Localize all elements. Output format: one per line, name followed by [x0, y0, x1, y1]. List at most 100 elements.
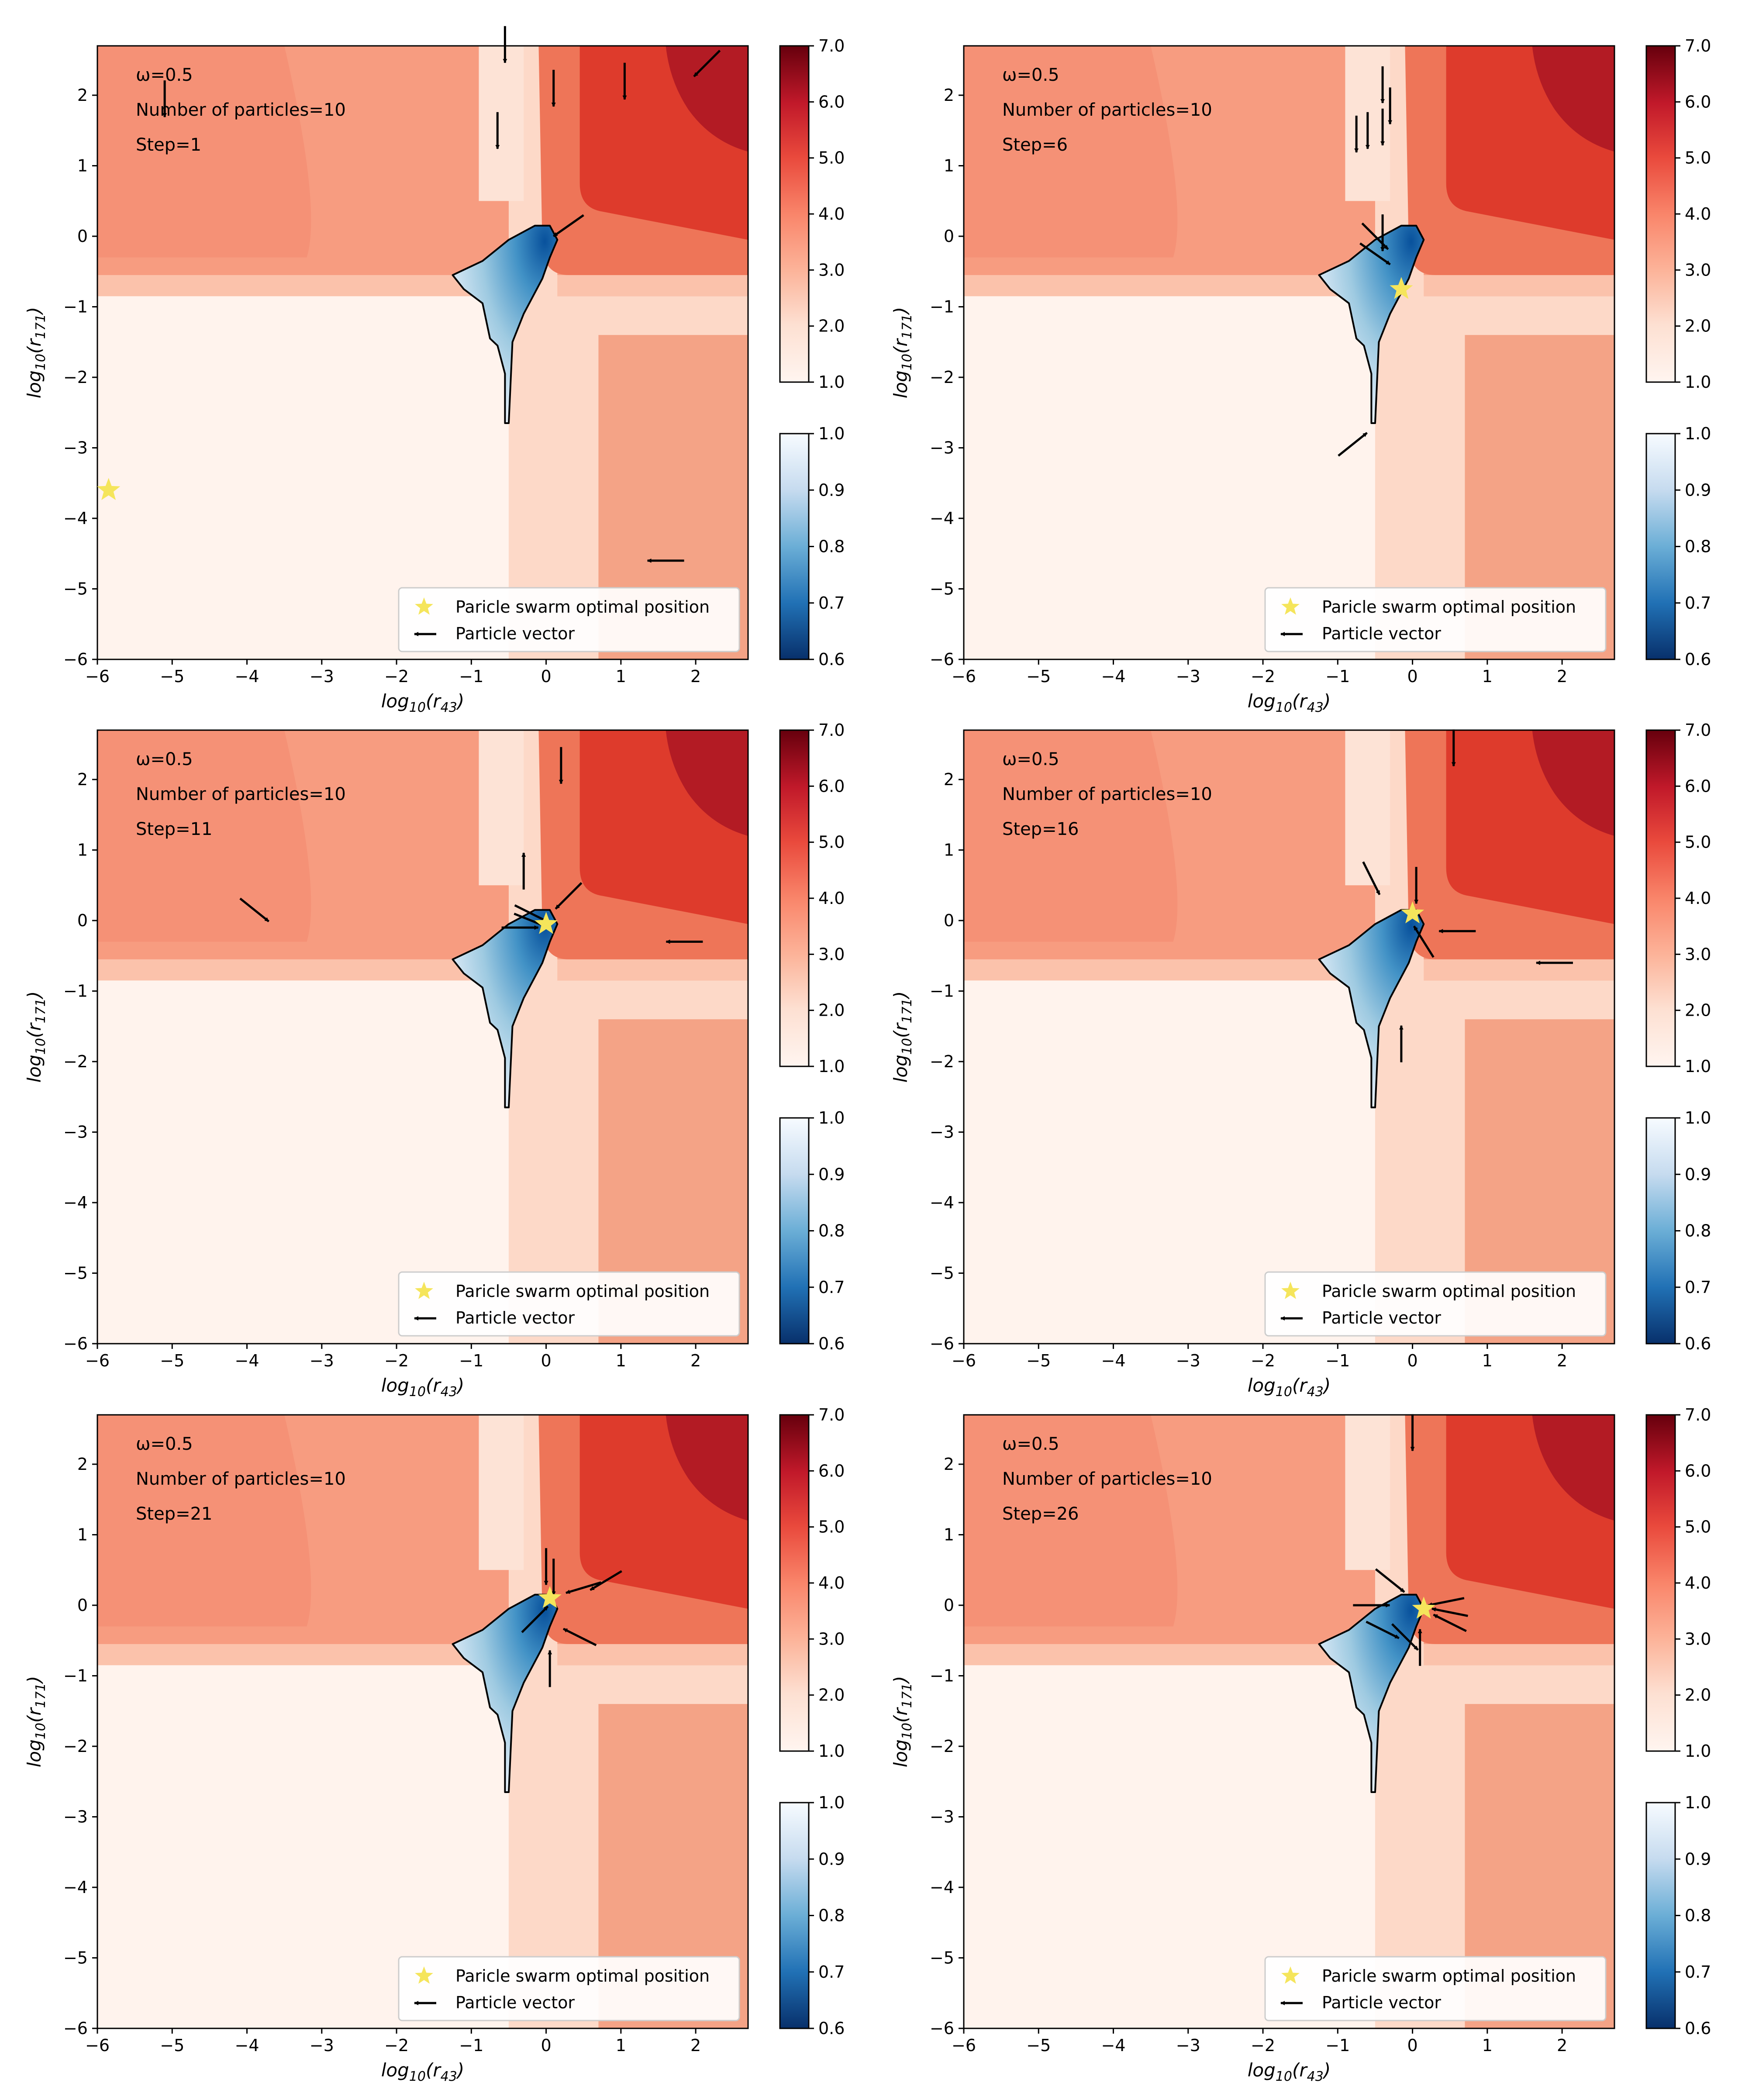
x-axis: −6 −5 −4 −3 −2 −1 0 1 2 — [952, 659, 1567, 686]
colorbar-blue: 0.6 0.7 0.8 0.9 1.0 — [779, 424, 845, 669]
y-tick-label: −6 — [930, 650, 954, 669]
chart-panel-step-26: −6 −5 −4 −3 −2 −1 0 1 2 −6 −5 −4 −3 −2 −1 0 1 2 log10(r43)… — [890, 1405, 1711, 2084]
colorbar-tick-label: 2.0 — [818, 1686, 845, 1705]
annotations: ω=0.5 Number of particles=10 Step=6 — [1002, 65, 1212, 155]
heatmap-region-lower-right — [1465, 335, 1614, 659]
heatmap-region-peak — [666, 46, 748, 152]
annotation-text: ω=0.5 — [1002, 749, 1059, 769]
heatmap-region-transition — [97, 959, 748, 981]
x-tick-label: −1 — [1325, 2036, 1350, 2055]
optimal-position-star — [1412, 1597, 1435, 1619]
y-tick-label: 0 — [944, 227, 954, 246]
particle-vector-arrow — [1428, 1597, 1465, 1607]
y-tick-label: −2 — [930, 1052, 954, 1071]
annotation-text: ω=0.5 — [136, 1434, 193, 1454]
colorbar-tick-label: 1.0 — [818, 1793, 845, 1812]
y-tick-label: 2 — [77, 86, 88, 105]
legend: Paricle swarm optimal position Particle v… — [1264, 1956, 1607, 2021]
optimal-position-star — [535, 912, 558, 934]
legend-entry-label: Particle vector — [455, 1993, 575, 2012]
colorbar-tick-label: 7.0 — [818, 1405, 845, 1424]
y-tick-label: 0 — [944, 1596, 954, 1615]
optimal-position-star — [1390, 277, 1413, 299]
colorbar-tick-label: 1.0 — [1685, 1108, 1711, 1128]
colorbar-tick-label: 1.0 — [818, 372, 845, 392]
particle-vector-arrow — [1366, 1621, 1400, 1639]
colorbar-tick-label: 0.8 — [818, 1906, 845, 1925]
heatmap-region-upper-left — [964, 46, 1178, 258]
colorbar-gradient — [779, 1802, 810, 2029]
x-tick-label: −6 — [952, 667, 976, 686]
colorbar-tick-label: 0.8 — [1685, 1906, 1711, 1925]
particle-vector-arrow — [1375, 1568, 1405, 1593]
legend-entry-label: Paricle swarm optimal position — [1322, 597, 1576, 617]
chart-panel-step-21: −6 −5 −4 −3 −2 −1 0 1 2 −6 −5 −4 −3 −2 −1 0 1 2 log10(r43)… — [24, 1405, 845, 2084]
particle-vector-arrow — [1391, 1623, 1419, 1651]
legend-entry-label: Particle vector — [1322, 1308, 1441, 1328]
colorbar-tick-label: 0.7 — [1685, 593, 1711, 613]
x-tick-label: 1 — [1482, 2036, 1493, 2055]
x-tick-label: −1 — [459, 667, 483, 686]
colorbar-tick-label: 0.8 — [1685, 1221, 1711, 1241]
annotation-text: Step=26 — [1002, 1504, 1079, 1524]
x-tick-label: −3 — [1176, 1351, 1200, 1370]
colorbar-tick-label: 7.0 — [1685, 1405, 1711, 1424]
colorbar-tick-label: 2.0 — [818, 317, 845, 336]
x-axis-label: log10(r43) — [1248, 1375, 1331, 1400]
colorbar-red: 1.0 2.0 3.0 4.0 5.0 6.0 7.0 — [779, 36, 845, 392]
x-tick-label: −4 — [1101, 1351, 1126, 1370]
particle-vector-arrow — [555, 882, 583, 910]
colorbar-tick-label: 4.0 — [818, 204, 845, 224]
optimal-position-star — [538, 1586, 562, 1608]
colorbar-tick-label: 0.9 — [818, 480, 845, 500]
y-tick-label: 0 — [77, 1596, 88, 1615]
y-axis: −6 −5 −4 −3 −2 −1 0 1 2 — [930, 86, 964, 669]
annotation-text: Number of particles=10 — [136, 784, 346, 804]
y-tick-label: −1 — [63, 297, 88, 317]
x-tick-label: −5 — [160, 667, 184, 686]
annotation-text: Step=16 — [1002, 819, 1079, 839]
heatmap-region-upper-left — [97, 730, 311, 942]
annotation-text: ω=0.5 — [1002, 65, 1059, 85]
y-axis-label: log10(r171) — [890, 991, 915, 1083]
heatmap-region-upper-left — [97, 1415, 311, 1627]
x-axis-label: log10(r43) — [381, 2059, 464, 2084]
colorbar-tick-label: 2.0 — [1685, 1686, 1711, 1705]
x-axis: −6 −5 −4 −3 −2 −1 0 1 2 — [952, 2028, 1567, 2055]
heatmap-region-ridge — [479, 730, 524, 886]
y-tick-label: −5 — [930, 1264, 954, 1283]
chart-panel-step-11: −6 −5 −4 −3 −2 −1 0 1 2 −6 −5 −4 −3 −2 −1 0 1 2 log10(r43)… — [24, 721, 845, 1400]
colorbar-tick-label: 5.0 — [1685, 833, 1711, 852]
chart-panel-step-1: −6 −5 −4 −3 −2 −1 0 1 2 −6 −5 −4 −3 −2 −1 0 1 2 log10(r43)… — [24, 26, 845, 715]
colorbar-gradient — [1645, 45, 1676, 383]
y-tick-label: 2 — [944, 1455, 954, 1474]
y-axis: −6 −5 −4 −3 −2 −1 0 1 2 — [63, 770, 97, 1353]
colorbar-tick-label: 6.0 — [1685, 776, 1711, 796]
y-tick-label: −3 — [63, 1123, 88, 1142]
legend-star-icon — [1281, 597, 1300, 615]
legend-star-icon — [415, 1966, 433, 1984]
colorbar-tick-label: 1.0 — [1685, 424, 1711, 443]
x-tick-label: −5 — [160, 1351, 184, 1370]
heatmap-region-ridge — [1345, 730, 1390, 886]
colorbar-gradient — [779, 1414, 810, 1752]
y-tick-label: −5 — [930, 1948, 954, 1968]
x-tick-label: −1 — [459, 1351, 483, 1370]
particle-vector-arrow — [1433, 1614, 1467, 1632]
y-tick-label: −3 — [63, 438, 88, 458]
colorbar-blue: 0.6 0.7 0.8 0.9 1.0 — [1645, 1108, 1711, 1353]
colorbar-tick-label: 1.0 — [818, 1741, 845, 1761]
legend-box — [398, 1956, 740, 2021]
y-tick-label: 0 — [77, 911, 88, 930]
x-tick-label: −4 — [235, 2036, 259, 2055]
colorbar-gradient — [1645, 1802, 1676, 2029]
annotation-text: Number of particles=10 — [1002, 100, 1212, 120]
contour-region — [452, 909, 559, 1108]
colorbar-tick-label: 0.6 — [818, 650, 845, 669]
x-tick-label: −4 — [235, 667, 259, 686]
y-tick-label: −5 — [63, 579, 88, 599]
colorbar-tick-label: 4.0 — [1685, 204, 1711, 224]
colorbar-tick-label: 3.0 — [1685, 260, 1711, 279]
